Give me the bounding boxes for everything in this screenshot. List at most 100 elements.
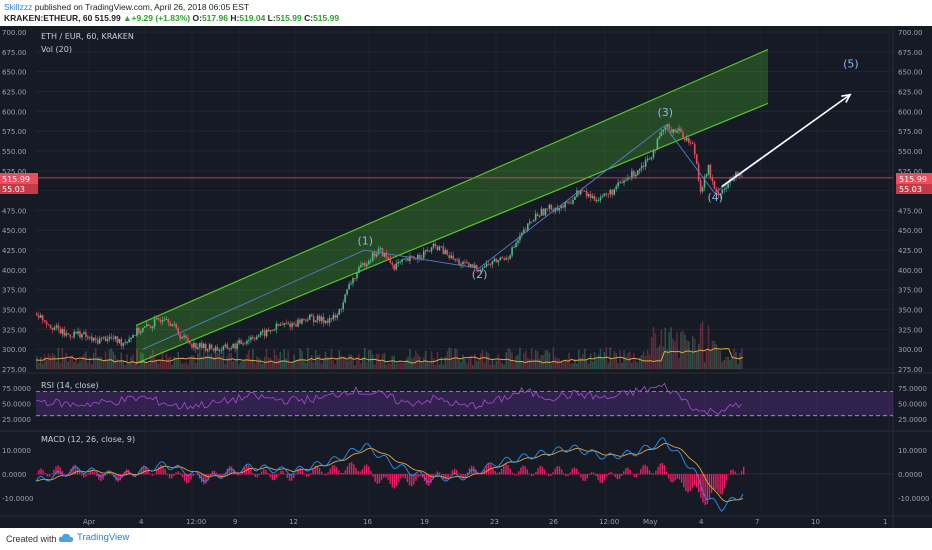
candle-body: [407, 258, 409, 261]
macd-histogram-bar: [548, 474, 550, 477]
volume-bar: [322, 358, 325, 369]
macd-histogram-bar: [417, 474, 419, 478]
candle-body: [153, 319, 156, 327]
volume-bar: [654, 333, 657, 369]
macd-histogram-bar: [438, 472, 441, 475]
candle-body: [664, 126, 667, 130]
volume-bar: [623, 350, 625, 369]
volume-bar: [697, 343, 700, 369]
volume-bar: [324, 351, 327, 369]
macd-histogram-bar: [138, 471, 141, 475]
price-tick-left: 400.00: [2, 267, 27, 275]
macd-histogram-bar: [706, 474, 709, 505]
macd-signal-line: [35, 442, 744, 502]
volume-bar: [195, 362, 197, 369]
macd-histogram-bar: [233, 469, 235, 475]
candle-body: [200, 342, 203, 349]
candle-body: [354, 277, 356, 279]
candle-body: [363, 263, 366, 267]
chart-area[interactable]: 700.00 700.00 675.00 675.00 650.00 650.00 625.…: [0, 26, 932, 528]
candle-body: [395, 263, 398, 270]
macd-histogram-bar: [98, 474, 100, 480]
projection-arrow-head: [841, 93, 852, 103]
volume-bar: [428, 363, 431, 369]
price-tick-left: 375.00: [2, 287, 27, 295]
volume-bar: [316, 355, 319, 369]
candle-body: [250, 337, 252, 340]
volume-bar: [257, 357, 260, 369]
price-tick-right: 350.00: [898, 307, 923, 315]
volume-bar: [167, 357, 170, 369]
candle-body: [650, 157, 653, 160]
macd-legend: MACD (12, 26, close, 9): [41, 435, 135, 444]
candle-body: [383, 252, 386, 257]
candle-body: [246, 340, 248, 344]
macd-histogram-bar: [372, 474, 374, 478]
volume-bar: [611, 360, 614, 369]
volume-bar: [591, 361, 594, 369]
macd-histogram-bar: [282, 470, 284, 475]
macd-histogram-bar: [567, 474, 569, 476]
macd-histogram-bar: [539, 465, 541, 475]
volume-bar: [253, 363, 256, 369]
candle-body: [308, 314, 311, 320]
macd-histogram-bar: [140, 467, 143, 475]
chart-svg[interactable]: 700.00 700.00 675.00 675.00 650.00 650.00 625.…: [0, 26, 932, 528]
macd-histogram-bar: [740, 471, 743, 475]
candle-body: [269, 330, 272, 332]
macd-histogram-bar: [271, 474, 274, 481]
volume-bar: [658, 345, 661, 369]
volume-bar: [558, 358, 561, 369]
macd-histogram-bar: [565, 474, 567, 477]
macd-histogram-bar: [533, 474, 535, 476]
macd-histogram-bar: [188, 474, 190, 483]
volume-bar: [340, 355, 343, 369]
author-link[interactable]: Skillzzz: [4, 2, 33, 12]
volume-bar: [693, 338, 696, 369]
volume-bar: [401, 362, 403, 369]
candle-body: [519, 235, 521, 241]
volume-bar: [318, 354, 321, 369]
last-price: 515.99: [94, 13, 121, 23]
macd-histogram-bar: [646, 466, 649, 475]
macd-histogram-bar: [205, 474, 207, 484]
candle-body: [635, 174, 637, 177]
volume-bar: [305, 362, 307, 369]
candle-body: [615, 186, 617, 190]
volume-bar: [603, 351, 606, 369]
macd-histogram-bar: [80, 474, 83, 476]
candle-body: [523, 229, 525, 233]
macd-tick-left: 10.0000: [2, 447, 31, 455]
macd-histogram-bar: [110, 472, 113, 475]
macd-histogram-bar: [530, 474, 533, 477]
tradingview-logo[interactable]: TradingView: [58, 532, 129, 543]
volume-bar: [644, 356, 647, 369]
volume-bar: [660, 329, 663, 369]
candle-body: [322, 316, 325, 324]
candle-body: [609, 189, 612, 195]
candle-body: [623, 180, 625, 183]
volume-bar: [385, 364, 388, 369]
macd-histogram-bar: [725, 474, 728, 481]
candle-body: [159, 320, 162, 322]
wave-label-1: (1): [358, 235, 374, 248]
candle-body: [275, 323, 278, 330]
macd-histogram-bar: [374, 474, 376, 482]
volume-bar: [601, 357, 604, 369]
volume-bar: [629, 351, 631, 369]
candle-body: [576, 190, 578, 197]
price-tick-right: 400.00: [898, 267, 923, 275]
volume-bar: [136, 348, 138, 369]
candle-body: [387, 257, 390, 260]
candle-body: [312, 316, 315, 323]
macd-histogram-bar: [558, 466, 561, 475]
volume-bar: [110, 348, 113, 369]
macd-histogram-bar: [552, 472, 554, 475]
macd-histogram-bar: [436, 471, 439, 475]
volume-bar: [534, 350, 537, 369]
candle-body: [100, 337, 103, 339]
candle-body: [328, 318, 331, 323]
rsi-tick-right: 50.0000: [898, 401, 927, 409]
volume-bar: [617, 363, 619, 369]
overlay-drawings: [36, 93, 893, 350]
